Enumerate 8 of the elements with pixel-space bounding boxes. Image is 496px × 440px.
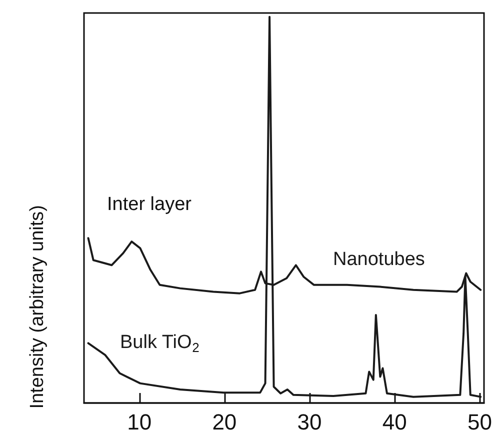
y-axis-title: Intensity (arbitrary units) xyxy=(27,204,48,409)
x-tick-label: 20 xyxy=(212,410,237,434)
x-tick-label: 10 xyxy=(127,410,152,434)
series-label: Nanotubes xyxy=(333,249,425,270)
x-tick-label: 30 xyxy=(297,410,322,434)
x-tick-label: 40 xyxy=(382,410,407,434)
annotation: Inter layer xyxy=(107,194,192,215)
x-tick-label: 50 xyxy=(468,410,492,434)
